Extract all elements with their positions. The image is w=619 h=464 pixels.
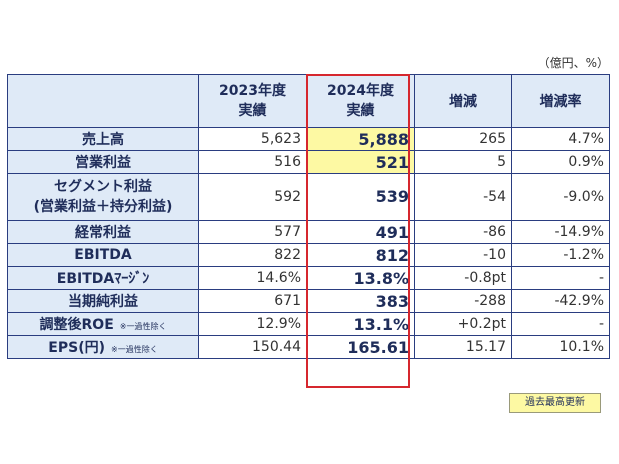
row-label-text: 調整後ROE (39, 317, 114, 333)
cell-cur: 539 (306, 173, 415, 221)
cell-diff: +0.2pt (414, 312, 512, 336)
row-label-text: EBITDA (74, 247, 132, 263)
table-row: 売上高 5,623 5,888 265 4.7% (7, 127, 610, 151)
results-table: 2023年度 実績 2024年度 実績 増減 増減率 売上高 5,623 5,8… (7, 74, 610, 359)
cell-prev: 671 (198, 289, 307, 313)
cell-cur: 491 (306, 220, 415, 244)
cell-rate: 10.1% (511, 335, 610, 359)
header-fy2023-type: 実績 (238, 103, 267, 119)
cell-cur: 5,888 (306, 127, 415, 151)
cell-prev: 14.6% (198, 266, 307, 290)
table-row: 経常利益 577 491 -86 -14.9% (7, 220, 610, 244)
cell-cur: 13.1% (306, 312, 415, 336)
cell-prev: 5,623 (198, 127, 307, 151)
row-label-text: 経常利益 (75, 225, 131, 241)
cell-diff: -86 (414, 220, 512, 244)
cell-cur: 521 (306, 150, 415, 174)
table-row: 調整後ROE ※一過性除く 12.9% 13.1% +0.2pt - (7, 312, 610, 336)
table-row: 営業利益 516 521 5 0.9% (7, 150, 610, 174)
row-label-note: ※一過性除く (119, 322, 167, 331)
row-label-subtext: (営業利益＋持分利益) (33, 199, 173, 215)
cell-prev: 150.44 (198, 335, 307, 359)
cell-rate: -1.2% (511, 243, 610, 267)
row-label: EBITDAﾏｰｼﾞﾝ (7, 266, 199, 290)
header-change: 増減 (414, 74, 512, 128)
row-label-text: EPS(円) (48, 340, 105, 356)
row-label: 経常利益 (7, 220, 199, 244)
cell-cur: 383 (306, 289, 415, 313)
header-fy2024-year: 2024年度 (327, 83, 394, 99)
row-label: 売上高 (7, 127, 199, 151)
row-label-text: セグメント利益 (54, 179, 152, 195)
cell-cur: 165.61 (306, 335, 415, 359)
cell-rate: 4.7% (511, 127, 610, 151)
table-row: EBITDAﾏｰｼﾞﾝ 14.6% 13.8% -0.8pt - (7, 266, 610, 290)
row-label: EBITDA (7, 243, 199, 267)
header-fy2024-type: 実績 (346, 103, 375, 119)
cell-rate: 0.9% (511, 150, 610, 174)
cell-cur: 13.8% (306, 266, 415, 290)
cell-cur: 812 (306, 243, 415, 267)
table-row: 当期純利益 671 383 -288 -42.9% (7, 289, 610, 313)
row-label-note: ※一過性除く (111, 345, 158, 354)
row-label: セグメント利益 (営業利益＋持分利益) (7, 173, 199, 221)
cell-prev: 822 (198, 243, 307, 267)
cell-rate: -9.0% (511, 173, 610, 221)
unit-note: （億円、%） (537, 56, 609, 70)
cell-diff: 5 (414, 150, 512, 174)
cell-diff: -0.8pt (414, 266, 512, 290)
cell-rate: - (511, 266, 610, 290)
row-label: 当期純利益 (7, 289, 199, 313)
cell-diff: -54 (414, 173, 512, 221)
row-label-text: 当期純利益 (68, 294, 138, 310)
row-label-text: 売上高 (82, 132, 124, 148)
row-label: 営業利益 (7, 150, 199, 174)
cell-prev: 516 (198, 150, 307, 174)
table-row: EBITDA 822 812 -10 -1.2% (7, 243, 610, 267)
row-label: 調整後ROE ※一過性除く (7, 312, 199, 336)
header-fy2023-year: 2023年度 (219, 83, 286, 99)
header-fy2024: 2024年度 実績 (306, 74, 415, 128)
header-change-rate: 増減率 (511, 74, 610, 128)
row-label: EPS(円) ※一過性除く (7, 335, 199, 359)
cell-prev: 577 (198, 220, 307, 244)
cell-diff: 265 (414, 127, 512, 151)
cell-diff: -10 (414, 243, 512, 267)
header-blank (7, 74, 199, 128)
cell-rate: -42.9% (511, 289, 610, 313)
header-row: 2023年度 実績 2024年度 実績 増減 増減率 (7, 74, 610, 128)
cell-prev: 12.9% (198, 312, 307, 336)
cell-rate: -14.9% (511, 220, 610, 244)
header-fy2023: 2023年度 実績 (198, 74, 307, 128)
table-row: セグメント利益 (営業利益＋持分利益) 592 539 -54 -9.0% (7, 173, 610, 221)
cell-diff: 15.17 (414, 335, 512, 359)
row-label-text: 営業利益 (75, 155, 131, 171)
row-label-text: EBITDAﾏｰｼﾞﾝ (56, 271, 150, 287)
cell-rate: - (511, 312, 610, 336)
cell-diff: -288 (414, 289, 512, 313)
cell-prev: 592 (198, 173, 307, 221)
record-high-legend: 過去最高更新 (509, 393, 601, 413)
table-row: EPS(円) ※一過性除く 150.44 165.61 15.17 10.1% (7, 335, 610, 359)
